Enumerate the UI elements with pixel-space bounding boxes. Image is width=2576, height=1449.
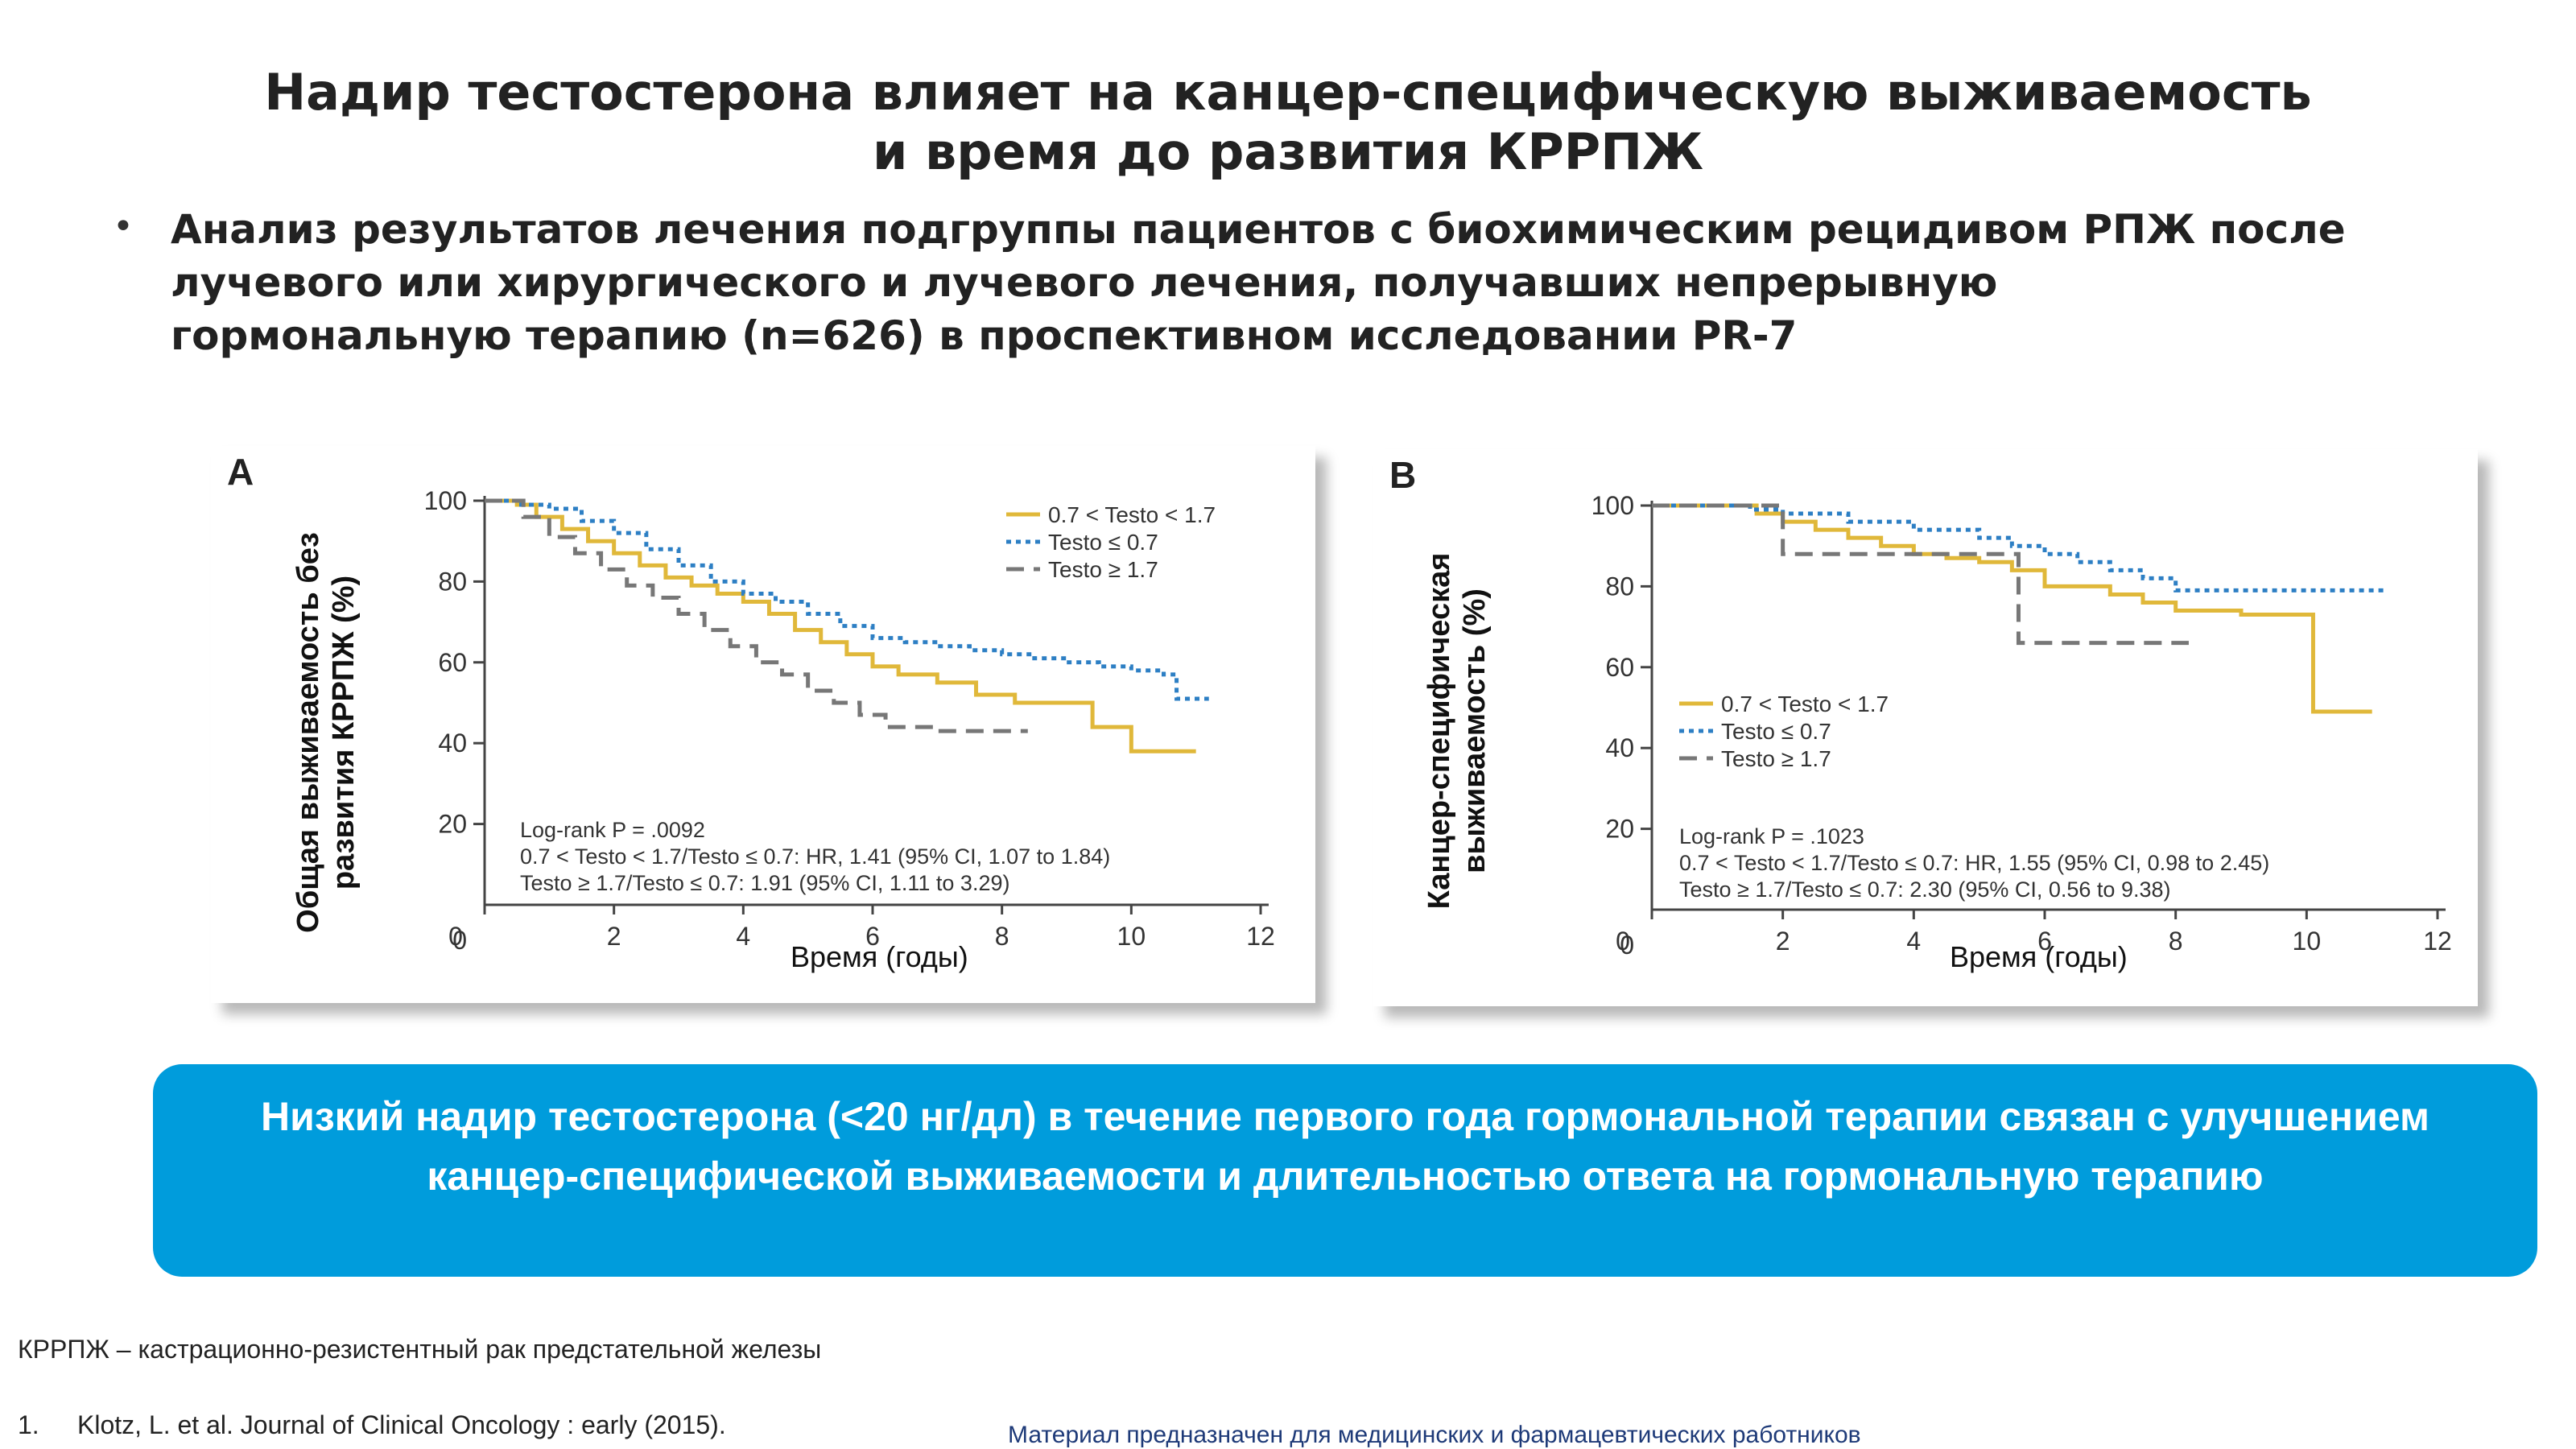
chart-b-y-tick-label: 60 <box>1605 653 1634 682</box>
slide-title-line-2: и время до развития КРРПЖ <box>872 122 1704 181</box>
chart-a-annotation-line: 0.7 < Testo < 1.7/Testo ≤ 0.7: HR, 1.41 … <box>520 844 1110 869</box>
chart-a-legend-label: Testo ≤ 0.7 <box>1048 530 1158 555</box>
reference-citation: Klotz, L. et al. Journal of Clinical Onc… <box>77 1410 726 1439</box>
chart-b-svg: B 100 80 60 40 20 00 2 4 6 8 10 12 0.7 < Testo < 1.7 T… <box>1389 454 2452 960</box>
chart-a-legend-label: 0.7 < Testo < 1.7 <box>1048 502 1216 527</box>
conclusion-text: Низкий надир тестостерона (<20 нг/дл) в … <box>153 1087 2537 1206</box>
chart-b-x-tick-label: 6 <box>2037 927 2052 956</box>
chart-a-y-tick-label: 100 <box>424 486 467 515</box>
abbreviation-footnote: КРРПЖ – кастрационно-резистентный рак пр… <box>18 1335 822 1364</box>
chart-a-y-axis-label-line-2: развития КРРПЖ (%) <box>327 575 361 890</box>
chart-b-y-axis-label-line-1: Канцер-специфическая <box>1422 552 1456 910</box>
reference-number: 1. <box>18 1410 39 1439</box>
chart-b-annotation-line: Testo ≥ 1.7/Testo ≤ 0.7: 2.30 (95% CI, 0… <box>1679 877 2170 902</box>
chart-b-y-axis-label-line-2: выживаемость (%) <box>1458 588 1492 873</box>
chart-b-x-tick-label: 2 <box>1776 927 1790 956</box>
chart-b-y-tick-label: 0 <box>1620 931 1634 960</box>
chart-a-series-2-line <box>485 498 1209 701</box>
chart-panel-b: B 100 80 60 40 20 0 0 2 4 6 8 10 12 0.7 < Testo < 1.7 T… <box>1373 449 2478 1006</box>
chart-b-x-tick-label: 10 <box>2293 927 2322 956</box>
chart-a-x-tick-label: 2 <box>607 922 621 951</box>
conclusion-line-2: канцер-специфической выживаемости и длит… <box>427 1154 2264 1199</box>
bullet-line-3: гормональную терапию (n=626) в проспекти… <box>171 312 1798 359</box>
chart-b-x-axis-label: Время (годы) <box>1950 940 2128 973</box>
chart-a-x-tick-label: 8 <box>995 922 1009 951</box>
chart-a-annotation-line: Testo ≥ 1.7/Testo ≤ 0.7: 1.91 (95% CI, 1… <box>520 871 1009 895</box>
chart-b-y-tick-label: 80 <box>1605 572 1634 601</box>
chart-a-panel-label: A <box>227 451 254 493</box>
chart-a-y-axis-label-line-1: Общая выживаемость без <box>291 532 325 933</box>
chart-b-annotation-line: 0.7 < Testo < 1.7/Testo ≤ 0.7: HR, 1.55 … <box>1679 851 2269 875</box>
chart-a-legend-label: Testo ≥ 1.7 <box>1048 557 1158 582</box>
slide-title-line-1: Надир тестостерона влияет на канцер-спец… <box>264 63 2312 122</box>
chart-panel-a: A 100 80 60 40 20 0 0 2 4 6 8 10 12 0.7 < Testo < 1.7 T… <box>211 446 1315 1003</box>
chart-a-y-tick-label: 40 <box>438 729 467 758</box>
chart-b-x-tick-label: 8 <box>2169 927 2183 956</box>
chart-a-series-1-line <box>485 498 1196 753</box>
chart-a-x-axis-label: Время (годы) <box>791 940 968 973</box>
slide-title: Надир тестостерона влияет на канцер-спец… <box>0 63 2576 182</box>
chart-a-y-tick-label: 80 <box>438 567 467 596</box>
chart-a-y-axis-label: Общая выживаемость без развития КРРПЖ (%… <box>291 532 361 933</box>
chart-b-legend-label: Testo ≤ 0.7 <box>1721 719 1831 744</box>
disclaimer-text: Материал предназначен для медицинских и … <box>1008 1422 1861 1448</box>
chart-b-legend-label: 0.7 < Testo < 1.7 <box>1721 691 1889 716</box>
conclusion-callout: Низкий надир тестостерона (<20 нг/дл) в … <box>153 1064 2537 1277</box>
conclusion-line-1: Низкий надир тестостерона (<20 нг/дл) в … <box>260 1094 2430 1139</box>
chart-a-x-tick-label: 0 <box>448 922 463 951</box>
chart-a-y-tick-label: 20 <box>438 810 467 839</box>
bullet-text: Анализ результатов лечения подгруппы пац… <box>171 203 2505 362</box>
chart-b-series-3-line <box>1652 503 2189 646</box>
chart-a-y-tick-label: 60 <box>438 648 467 677</box>
chart-b-series-1-line <box>1652 503 2372 714</box>
chart-b-panel-label: B <box>1389 454 1416 496</box>
chart-b-y-tick-label: 40 <box>1605 733 1634 762</box>
chart-b-y-tick-label: 20 <box>1605 815 1634 844</box>
bullet-line-2: лучевого или хирургического и лучевого л… <box>171 259 1998 306</box>
chart-a-y-tick-label: 0 <box>452 926 467 955</box>
chart-a-x-tick-label: 12 <box>1246 922 1275 951</box>
chart-b-x-tick-label: 4 <box>1906 927 1921 956</box>
chart-b-series-2-line <box>1652 503 2385 592</box>
chart-a-series-3-line <box>485 498 1028 733</box>
chart-a-x-tick-label: 4 <box>736 922 750 951</box>
chart-b-y-axis-label: Канцер-специфическая выживаемость (%) <box>1422 553 1492 910</box>
chart-a-svg: A 100 80 60 40 20 00 2 4 6 8 10 12 0.7 < Testo < 1.7 T… <box>227 451 1275 955</box>
chart-b-annotation-line: Log-rank P = .1023 <box>1679 824 1864 848</box>
chart-a-x-tick-label: 6 <box>865 922 880 951</box>
chart-a-x-tick-label: 10 <box>1117 922 1146 951</box>
chart-b-x-tick-label: 12 <box>2423 927 2452 956</box>
chart-b-legend-label: Testo ≥ 1.7 <box>1721 746 1831 771</box>
chart-b-x-tick-label: 0 <box>1616 927 1630 956</box>
chart-b-y-tick-label: 100 <box>1591 491 1634 520</box>
bullet-dot-icon: • <box>113 206 134 247</box>
bullet-line-1: Анализ результатов лечения подгруппы пац… <box>171 206 2346 253</box>
chart-a-annotation-line: Log-rank P = .0092 <box>520 818 705 842</box>
